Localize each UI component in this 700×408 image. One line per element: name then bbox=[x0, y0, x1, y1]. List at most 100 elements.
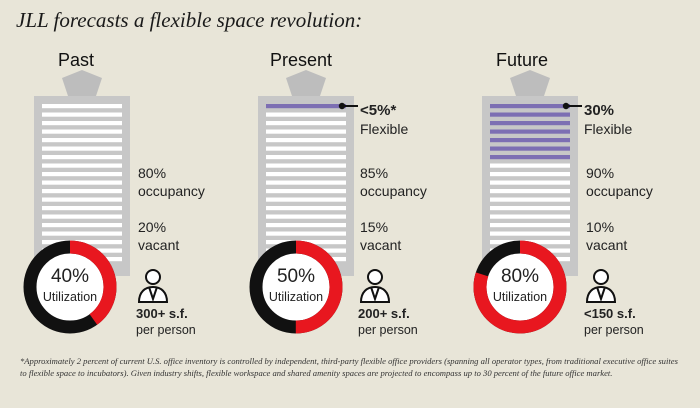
panel-label: Future bbox=[496, 50, 549, 70]
building-floor bbox=[42, 197, 122, 202]
flexible-floor bbox=[490, 129, 570, 134]
person-icon bbox=[137, 269, 169, 303]
sf-label: per person bbox=[358, 323, 418, 337]
building-floor bbox=[42, 163, 122, 168]
flexible-label: Flexible bbox=[584, 121, 633, 137]
flexible-value: 30% bbox=[584, 102, 615, 119]
flexible-floor bbox=[490, 155, 570, 160]
building-roof bbox=[62, 70, 102, 96]
building-floor bbox=[266, 146, 346, 151]
building-floor bbox=[490, 214, 570, 219]
vacant-stat: 20% vacant bbox=[138, 218, 179, 254]
sf-value: <150 s.f. bbox=[584, 306, 636, 321]
utilization-label: Utilization bbox=[269, 290, 323, 304]
panel-past: Past 80% occupancy 20% vacant 40% Utiliza… bbox=[22, 0, 247, 345]
utilization-label: Utilization bbox=[493, 290, 547, 304]
ring-background bbox=[250, 241, 342, 333]
person-icon bbox=[585, 269, 617, 303]
space-per-person: 200+ s.f. per person bbox=[358, 306, 418, 338]
building-floor bbox=[266, 223, 346, 228]
building-floor bbox=[490, 206, 570, 211]
flexible-floor bbox=[266, 104, 346, 109]
building-floor bbox=[490, 231, 570, 236]
vacant-value: 15% bbox=[360, 219, 389, 235]
building-floor bbox=[490, 180, 570, 185]
flexible-floor bbox=[490, 121, 570, 126]
occupancy-stat: 80% occupancy bbox=[138, 164, 205, 200]
occupancy-value: 90% bbox=[586, 165, 615, 181]
utilization-ring: 80% Utilization bbox=[473, 240, 567, 334]
occupancy-stat: 90% occupancy bbox=[586, 164, 653, 200]
building-floor bbox=[266, 180, 346, 185]
panel-label: Past bbox=[58, 50, 95, 70]
building-floor bbox=[490, 189, 570, 194]
building-floor bbox=[266, 155, 346, 160]
building-floor bbox=[266, 231, 346, 236]
building-floor bbox=[490, 172, 570, 177]
flexible-floor bbox=[490, 138, 570, 143]
utilization-arc bbox=[23, 240, 117, 334]
building-floor bbox=[42, 112, 122, 117]
building-floor bbox=[42, 206, 122, 211]
building-floor bbox=[266, 172, 346, 177]
vacant-stat: 15% vacant bbox=[360, 218, 401, 254]
building-floor bbox=[266, 138, 346, 143]
utilization-value: 80% bbox=[501, 266, 539, 287]
infographic-title: JLL forecasts a flexible space revolutio… bbox=[16, 8, 363, 32]
building-floor bbox=[266, 197, 346, 202]
building-floor bbox=[266, 112, 346, 117]
utilization-arc bbox=[473, 240, 567, 334]
flexible-floor bbox=[490, 104, 570, 109]
vacant-stat: 10% vacant bbox=[586, 218, 627, 254]
flexible-pointer-dot bbox=[338, 102, 346, 110]
vacant-label: vacant bbox=[586, 237, 628, 253]
occupancy-value: 80% bbox=[138, 165, 167, 181]
footnote: *Approximately 2 percent of current U.S.… bbox=[20, 356, 678, 378]
space-per-person: 300+ s.f. per person bbox=[136, 306, 196, 338]
utilization-arc bbox=[249, 240, 343, 334]
vacant-value: 10% bbox=[586, 219, 615, 235]
flexible-stat: <5%* Flexible bbox=[360, 102, 408, 138]
vacant-label: vacant bbox=[360, 237, 402, 253]
building-floor bbox=[42, 104, 122, 109]
building-floor bbox=[42, 146, 122, 151]
utilization-label: Utilization bbox=[43, 290, 97, 304]
occupancy-stat: 85% occupancy bbox=[360, 164, 427, 200]
building-floor bbox=[266, 206, 346, 211]
panel-future: Future 30% Flexible 90% occupancy 10% va… bbox=[470, 0, 695, 345]
panel-present: Present <5%* Flexible 85% occupancy 15% … bbox=[246, 0, 471, 345]
sf-label: per person bbox=[584, 323, 644, 337]
building-floor bbox=[266, 121, 346, 126]
space-per-person: <150 s.f. per person bbox=[584, 306, 644, 338]
building-floor bbox=[266, 189, 346, 194]
occupancy-label: occupancy bbox=[138, 183, 205, 199]
building-floor bbox=[490, 223, 570, 228]
sf-value: 200+ s.f. bbox=[358, 306, 410, 321]
building-floor bbox=[42, 155, 122, 160]
building-floor bbox=[42, 129, 122, 134]
occupancy-label: occupancy bbox=[360, 183, 427, 199]
utilization-ring: 50% Utilization bbox=[249, 240, 343, 334]
occupancy-value: 85% bbox=[360, 165, 389, 181]
flexible-stat: 30% Flexible bbox=[584, 102, 632, 138]
building-graphic bbox=[34, 70, 130, 276]
flexible-floor bbox=[490, 146, 570, 151]
panel-label: Present bbox=[270, 50, 333, 70]
building-floor bbox=[42, 172, 122, 177]
building-floor bbox=[42, 180, 122, 185]
building-floor bbox=[490, 163, 570, 168]
building-floor bbox=[266, 129, 346, 134]
building-floor bbox=[266, 214, 346, 219]
building-floor bbox=[42, 138, 122, 143]
ring-background bbox=[24, 241, 116, 333]
flexible-pointer-dot bbox=[562, 102, 570, 110]
utilization-value: 40% bbox=[51, 266, 89, 287]
building-floor bbox=[42, 121, 122, 126]
utilization-value: 50% bbox=[277, 266, 315, 287]
vacant-value: 20% bbox=[138, 219, 167, 235]
flexible-floor bbox=[490, 112, 570, 117]
vacant-label: vacant bbox=[138, 237, 180, 253]
ring-background bbox=[474, 241, 566, 333]
building-roof bbox=[510, 70, 550, 96]
building-floor bbox=[42, 231, 122, 236]
